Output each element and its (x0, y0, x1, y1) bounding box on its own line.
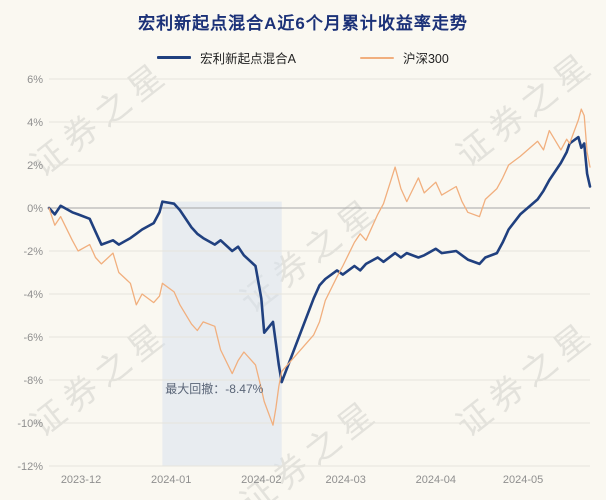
legend-item-csi300[interactable]: 沪深300 (359, 48, 449, 67)
y-tick-label: -12% (17, 461, 43, 473)
x-tick-label: 2023-12 (61, 474, 101, 486)
y-tick-label: -4% (23, 289, 43, 301)
fund-line-swatch (157, 56, 192, 59)
x-tick-label: 2024-02 (241, 474, 281, 486)
series-line-csi300 (48, 108, 591, 426)
csi300-line-swatch (359, 56, 394, 59)
legend-item-fund[interactable]: 宏利新起点混合A (157, 48, 296, 67)
legend-label-csi300: 沪深300 (402, 52, 449, 66)
max-drawdown-region (162, 201, 282, 466)
chart-legend: 宏利新起点混合A 沪深300 (0, 48, 606, 67)
y-tick-label: 2% (27, 160, 43, 172)
page-title: 宏利新起点混合A近6个月累计收益率走势 (138, 14, 468, 33)
y-tick-label: 0% (27, 203, 43, 215)
x-tick-label: 2024-03 (326, 474, 366, 486)
y-tick-label: -2% (23, 246, 43, 258)
y-tick-label: -10% (17, 418, 43, 430)
y-tick-label: -8% (23, 375, 43, 387)
max-drawdown-label: 最大回撤：-8.47% (165, 381, 263, 396)
y-tick-label: -6% (23, 332, 43, 344)
x-tick-label: 2024-04 (416, 474, 456, 486)
x-tick-label: 2024-01 (151, 474, 191, 486)
x-tick-label: 2024-05 (503, 474, 543, 486)
legend-label-fund: 宏利新起点混合A (200, 52, 296, 66)
y-tick-label: 4% (27, 117, 43, 129)
y-tick-label: 6% (27, 74, 43, 86)
series-line-fund (47, 135, 592, 384)
